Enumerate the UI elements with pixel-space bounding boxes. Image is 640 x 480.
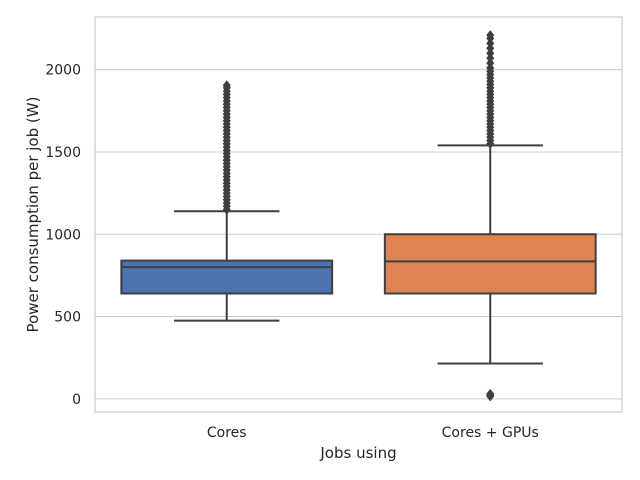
boxes [120, 30, 597, 402]
y-tick-label: 1500 [45, 145, 81, 161]
y-tick-label: 500 [54, 310, 81, 326]
y-tick-labels: 0 500 1000 1500 2000 [45, 63, 81, 408]
x-tick-label: Cores [207, 425, 247, 441]
y-tick-label: 0 [72, 392, 81, 408]
box-group-cores-gpus [383, 30, 597, 402]
x-tick-labels: Cores Cores + GPUs [207, 425, 539, 441]
iqr-box [120, 259, 334, 295]
outlier-point [486, 388, 495, 399]
outlier-point [222, 80, 231, 91]
x-axis-label: Jobs using [319, 444, 396, 462]
outlier-point [486, 30, 495, 41]
plot-frame [94, 16, 623, 413]
y-axis-label: Power consumption per job (W) [24, 97, 42, 333]
y-tick-label: 2000 [45, 63, 81, 79]
x-tick-label: Cores + GPUs [442, 425, 539, 441]
y-tick-label: 1000 [45, 227, 81, 243]
iqr-box [383, 233, 597, 295]
box-group-cores [120, 80, 334, 322]
